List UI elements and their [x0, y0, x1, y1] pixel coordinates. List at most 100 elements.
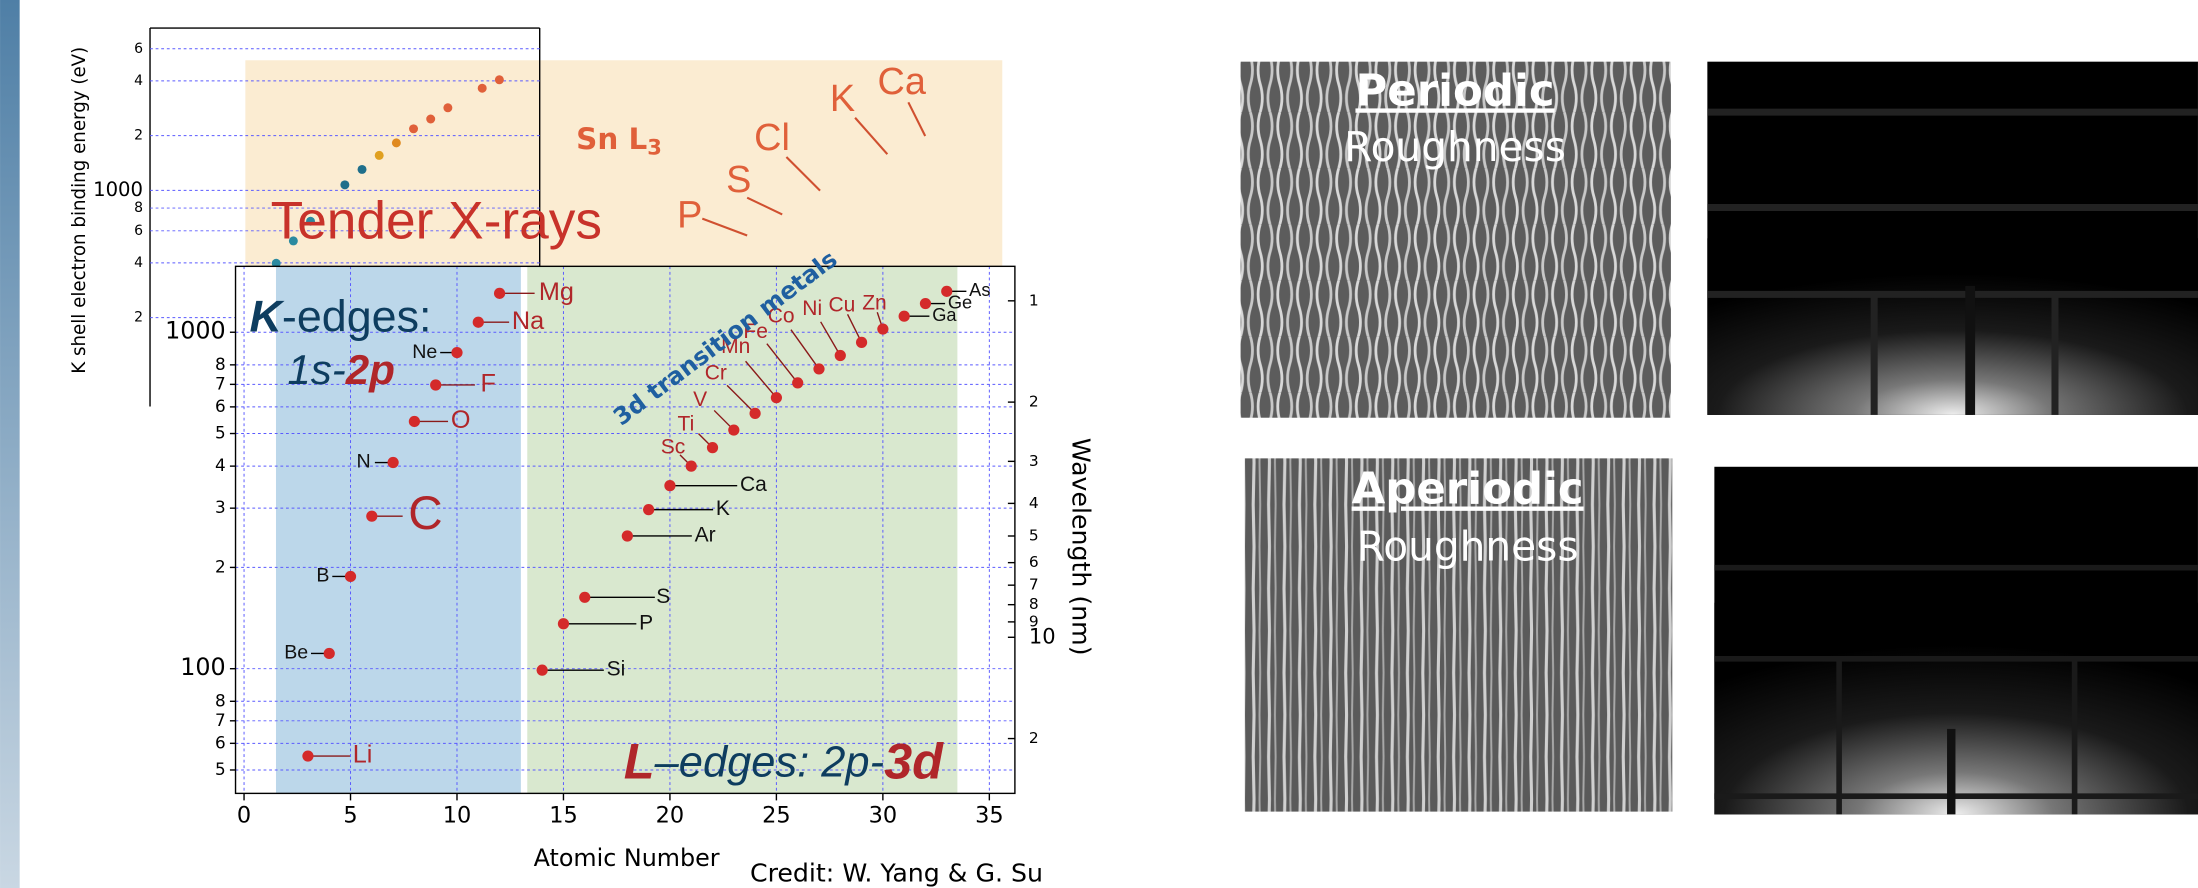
- point-label: S: [656, 585, 670, 608]
- x-tick-label: 10: [443, 802, 472, 828]
- point-label: Ca: [740, 473, 767, 496]
- element-label: Cl: [754, 117, 790, 159]
- annotation-part: –edges: 2p-: [654, 739, 884, 787]
- point-label: As: [969, 280, 990, 300]
- y-tick-label: 2: [134, 310, 143, 326]
- point: [495, 75, 504, 84]
- x-tick-label: 25: [762, 802, 791, 828]
- point: [375, 151, 384, 160]
- y2-tick-label: 6: [1029, 553, 1039, 571]
- gisaxs-periodic: [1707, 62, 2198, 415]
- point: [813, 363, 824, 374]
- y2-axis-label: Wavelength (nm): [1066, 438, 1095, 656]
- point: [366, 511, 377, 522]
- point-label: Ne: [412, 341, 437, 363]
- point: [664, 480, 675, 491]
- point-label: N: [357, 451, 371, 473]
- point: [392, 138, 401, 147]
- point-label: Ar: [695, 524, 716, 547]
- x-axis-label: Atomic Number: [534, 844, 720, 872]
- point: [358, 165, 367, 174]
- y2-tick-label: 4: [1029, 494, 1039, 512]
- annotation: Tender X-rays: [271, 191, 602, 250]
- y-tick-label: 6: [134, 41, 143, 57]
- y2-tick-label: 2: [1029, 393, 1039, 411]
- point-label: Zn: [862, 291, 887, 314]
- y-tick-label: 6: [134, 223, 143, 239]
- point-label: O: [451, 406, 471, 434]
- y-tick-label: 100: [180, 653, 225, 681]
- x-tick-label: 30: [869, 802, 898, 828]
- point-label: Si: [607, 658, 626, 681]
- y2-tick-label: 8: [1029, 595, 1039, 613]
- point: [302, 750, 313, 761]
- annotation-part: Sn L: [576, 122, 647, 156]
- y-tick-label: 5: [215, 759, 226, 779]
- point: [409, 416, 420, 427]
- annotation: K-edges:: [250, 290, 432, 341]
- y-axis-label: K shell electron binding energy (eV): [69, 47, 90, 374]
- point-label: B: [316, 565, 329, 587]
- point-label: Ti: [678, 413, 695, 436]
- y2-tick-label: 2: [1029, 729, 1039, 747]
- element-label: Ca: [878, 61, 927, 103]
- point-label: Cu: [829, 293, 856, 316]
- y2-tick-label: 7: [1029, 576, 1039, 594]
- point-label: C: [408, 487, 442, 540]
- point: [920, 298, 931, 309]
- y-tick-label: 8: [215, 690, 226, 710]
- annotation-part: 3: [647, 135, 662, 160]
- point: [643, 504, 654, 515]
- y-tick-label: 3: [215, 497, 226, 517]
- point: [856, 337, 867, 348]
- point: [409, 124, 418, 133]
- y-tick-label: 4: [134, 73, 143, 89]
- y-tick-label: 2: [134, 128, 143, 144]
- point: [835, 350, 846, 361]
- point-label: F: [481, 370, 496, 398]
- point-label: Li: [353, 741, 373, 769]
- point: [388, 457, 399, 468]
- point: [430, 379, 441, 390]
- annotation-part: -edges:: [282, 290, 432, 341]
- x-tick-label: 5: [343, 802, 357, 828]
- y-tick-label: 8: [134, 200, 143, 216]
- point: [478, 84, 487, 93]
- point: [899, 311, 910, 322]
- y-tick-label: 4: [134, 255, 143, 271]
- point: [707, 442, 718, 453]
- point: [877, 323, 888, 334]
- y-tick-label: 6: [215, 732, 226, 752]
- annotation: L–edges: 2p-3d: [624, 733, 944, 790]
- point: [451, 347, 462, 358]
- point: [941, 286, 952, 297]
- y2-tick-label: 10: [1029, 623, 1056, 648]
- element-label: K: [830, 78, 855, 120]
- panel-subtitle: Roughness: [1357, 522, 1579, 570]
- annotation-part: 2p: [345, 346, 395, 393]
- x-tick-label: 20: [656, 802, 685, 828]
- y-tick-label: 8: [215, 354, 226, 374]
- annotation: 1s-2p: [287, 346, 395, 393]
- element-label: P: [677, 194, 702, 236]
- y-tick-label: 1000: [165, 317, 226, 345]
- point: [494, 288, 505, 299]
- point: [537, 665, 548, 676]
- point-label: Ni: [802, 297, 822, 320]
- slide: Periodic Roughness Aperiodic Roughness C…: [0, 0, 2198, 888]
- y-tick-label: 4: [215, 455, 226, 475]
- y2-tick-label: 5: [1029, 526, 1039, 544]
- point-label: P: [639, 611, 653, 634]
- point: [622, 530, 633, 541]
- y2-tick-label: 3: [1029, 452, 1039, 470]
- panel-title: Periodic: [1355, 66, 1554, 116]
- x-tick-label: 15: [549, 802, 578, 828]
- y2-tick-label: 1: [1029, 291, 1039, 309]
- point: [340, 180, 349, 189]
- side-strip: [0, 0, 20, 888]
- point: [579, 592, 590, 603]
- annotation-part: 1s-: [287, 346, 345, 393]
- panel-subtitle: Roughness: [1344, 123, 1566, 171]
- point-label: Be: [284, 642, 308, 664]
- x-tick-label: 0: [237, 802, 251, 828]
